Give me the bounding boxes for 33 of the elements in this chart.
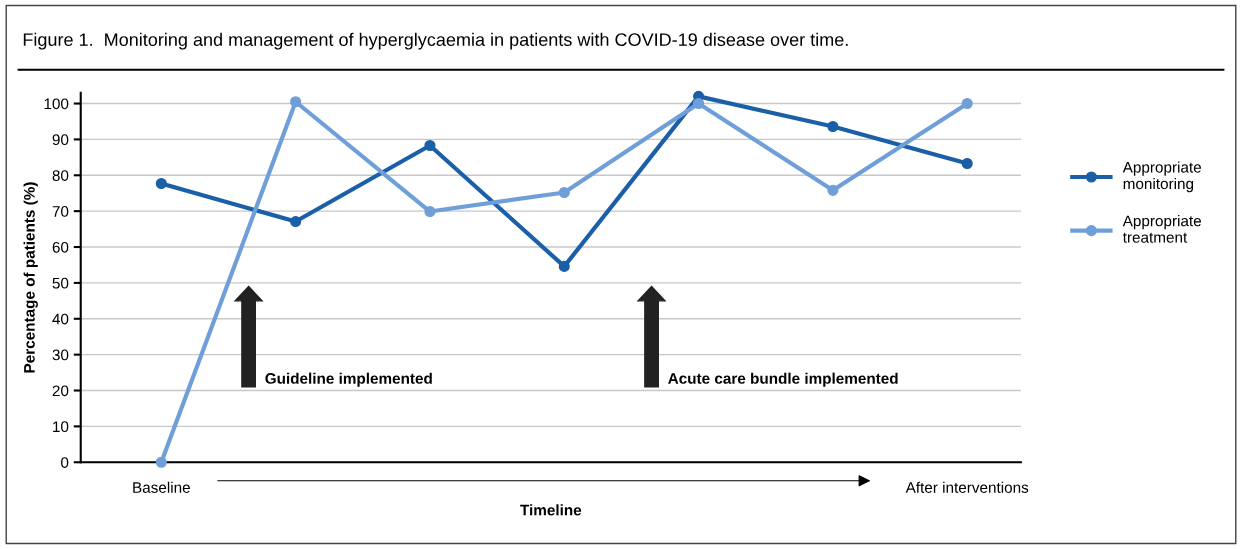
x-tick-label: After interventions [905, 481, 1029, 493]
y-tick-label: 20 [52, 385, 69, 397]
y-tick-label: 50 [52, 277, 69, 289]
annotation: Guideline implemented [265, 372, 432, 387]
legend-label: Appropriate treatment [1122, 215, 1201, 243]
point [424, 205, 436, 218]
y-tick-label: 0 [61, 457, 69, 468]
point [290, 216, 302, 228]
y-tick-label: 90 [52, 134, 69, 146]
legend-label: Appropriate monitoring [1122, 161, 1201, 193]
point [558, 186, 570, 199]
point [827, 184, 839, 196]
point [961, 157, 973, 170]
y-tick-label: 80 [52, 170, 69, 181]
y-tick-label: 10 [53, 421, 69, 433]
x-axis-title: Timeline [520, 504, 582, 516]
point [827, 120, 839, 133]
point [155, 456, 167, 468]
y-tick-label: 30 [52, 349, 69, 361]
point [155, 177, 167, 190]
point [961, 97, 973, 110]
y-tick-label: 100 [44, 98, 69, 110]
chart-title: Figure 1. Monitoring and management of hyperglycaemia in patients with COVID-19 disease over time. [23, 32, 848, 50]
point [693, 97, 705, 110]
y-tick-label: 40 [52, 313, 69, 325]
y-axis-title: Percentage of patients (%) [23, 182, 38, 373]
point [424, 139, 436, 152]
point [558, 260, 570, 272]
y-tick-label: 60 [52, 241, 69, 253]
annotation: Acute care bundle implemented [668, 372, 898, 387]
y-tick-label: 70 [52, 206, 69, 217]
x-tick-label: Baseline [133, 481, 190, 493]
point [290, 96, 302, 108]
